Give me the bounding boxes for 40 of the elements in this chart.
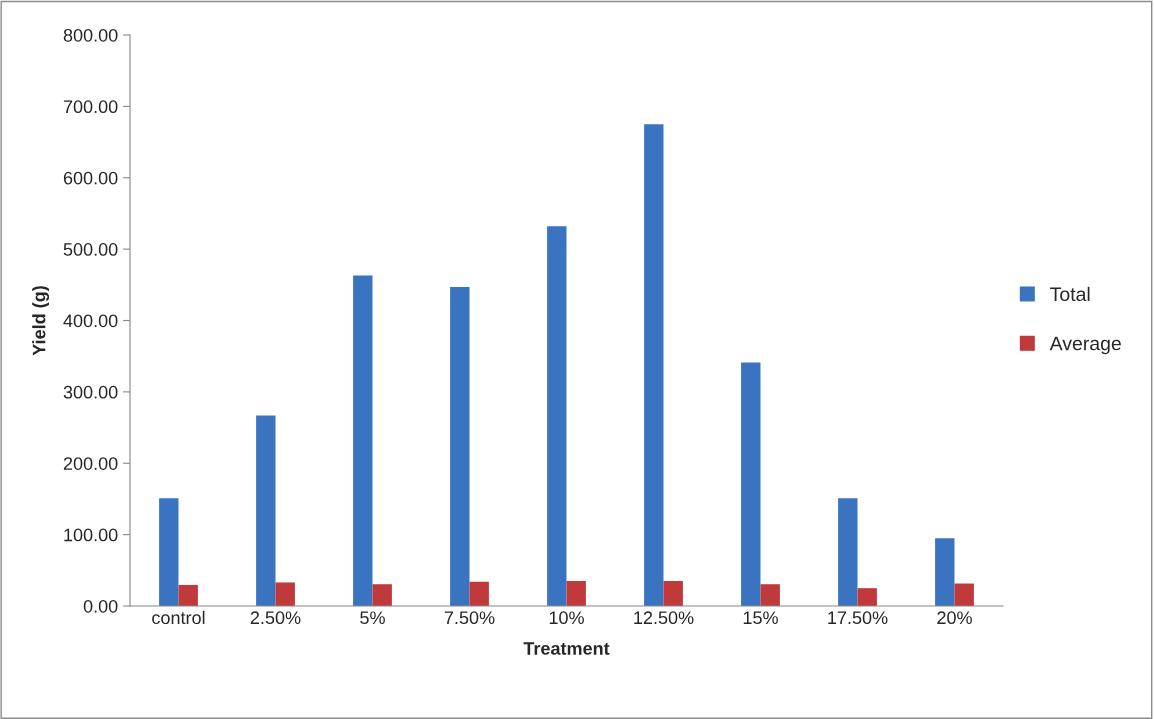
- bar: [178, 584, 198, 606]
- x-tick-label: 15%: [743, 611, 778, 625]
- bar: [372, 584, 392, 606]
- y-tick-label: 800.00: [63, 28, 118, 42]
- x-tick-label: 12.50%: [634, 611, 694, 625]
- bar: [256, 415, 276, 606]
- bar: [450, 286, 470, 606]
- y-axis-title: Yield (g): [32, 286, 50, 356]
- bar: [159, 498, 179, 606]
- bar: [760, 584, 780, 606]
- bar: [469, 581, 489, 606]
- bar: [275, 582, 295, 606]
- bar: [353, 275, 373, 606]
- y-tick-label: 200.00: [63, 457, 118, 470]
- bar: [838, 498, 858, 606]
- x-tick-label: 10%: [549, 611, 584, 625]
- legend-label: Total: [1050, 286, 1090, 302]
- bar: [741, 362, 761, 606]
- bar: [663, 581, 683, 606]
- y-tick-label: 700.00: [63, 100, 118, 114]
- x-tick-label: 17.50%: [828, 611, 888, 625]
- bar: [935, 538, 955, 606]
- x-tick-label: 2.50%: [250, 611, 301, 625]
- x-axis-title: Treatment: [523, 642, 610, 655]
- y-tick-label: 400.00: [63, 314, 118, 328]
- x-tick-label: 5%: [360, 611, 385, 625]
- bar: [566, 581, 586, 606]
- legend-label: Average: [1049, 336, 1121, 355]
- y-tick-label: 0.00: [83, 599, 118, 613]
- x-tick-label: 7.50%: [444, 611, 495, 625]
- y-tick-label: 600.00: [63, 171, 118, 185]
- bar: [857, 588, 877, 606]
- y-tick-label: 100.00: [64, 528, 118, 542]
- x-tick-label: 20%: [937, 611, 972, 625]
- bar: [954, 583, 974, 606]
- y-tick-label: 300.00: [63, 385, 118, 399]
- bar: [547, 226, 567, 606]
- x-tick-label: control: [152, 610, 205, 625]
- y-tick-label: 500.00: [63, 243, 118, 256]
- bar: [644, 124, 664, 606]
